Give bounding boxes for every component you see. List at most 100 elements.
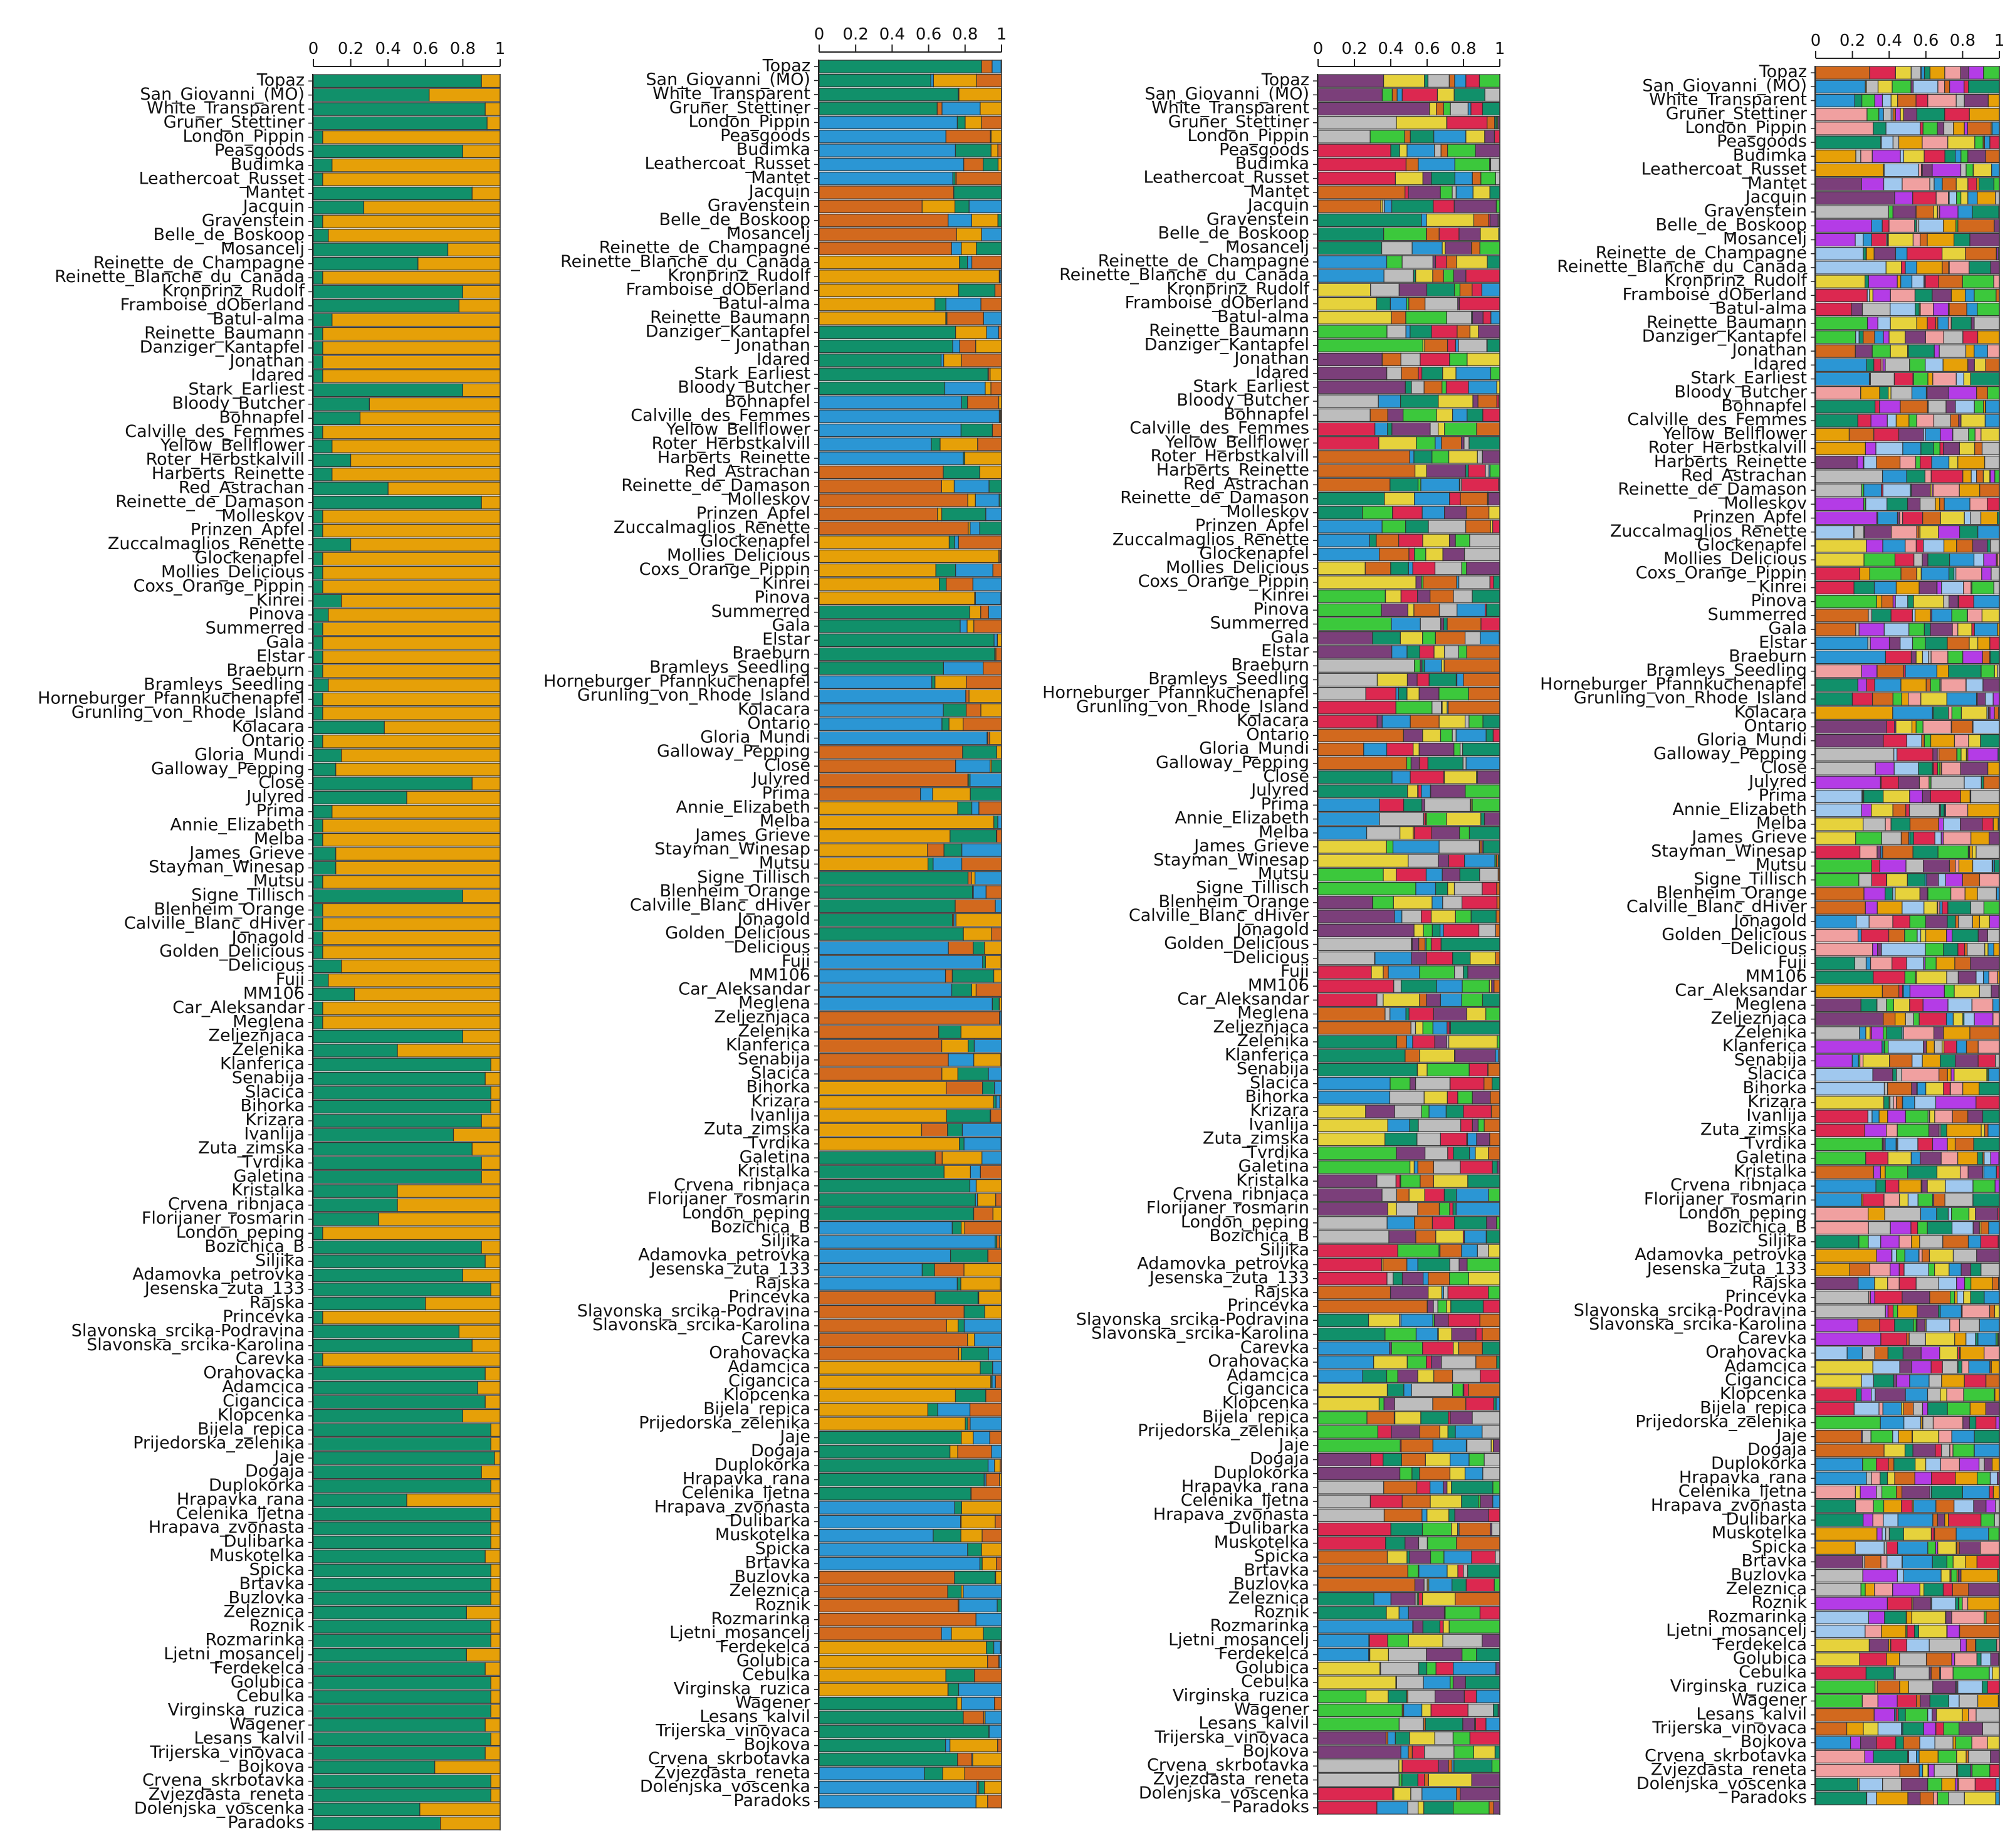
bar-segment (440, 1816, 501, 1830)
bar-segment (1930, 470, 1964, 483)
row-label: Senabija (738, 1049, 810, 1069)
bar-segment (1414, 659, 1421, 673)
bar-segment (1434, 1313, 1449, 1328)
bar-segment (1979, 1541, 2000, 1555)
bar-segment (1368, 1313, 1400, 1328)
row-label: Zelenika (232, 1040, 305, 1059)
bar-segment (1386, 325, 1406, 339)
bar-segment (997, 815, 1002, 829)
bar-segment (484, 1071, 501, 1086)
bar-segment (1317, 1494, 1371, 1508)
bar-segment (1362, 1369, 1388, 1383)
row-label: Kinrei (256, 591, 305, 610)
bar-segment (1941, 580, 1964, 595)
row-label: Rajska (1254, 1282, 1309, 1301)
panel-k8: 0 0.2 0.4 0.6 0.8 1TopazSan_Giovanni_(MO)Whit… (1042, 39, 1505, 1817)
bar-segment (994, 283, 1002, 298)
bar-segment (1970, 372, 2000, 386)
bar-segment (1434, 561, 1462, 575)
bar-segment (1489, 186, 1500, 199)
bar-segment (1427, 756, 1463, 770)
bar-segment (1905, 1708, 1929, 1722)
bar-segment (1876, 1736, 1897, 1750)
bar-segment (1885, 1165, 1908, 1179)
bar-segment (313, 917, 323, 931)
row-label: Yellow_Bellflower (160, 436, 305, 455)
bar-segment (971, 213, 998, 228)
bar-segment (397, 1044, 501, 1058)
bar-segment (313, 1184, 398, 1198)
row-label: Red_Astrachan (684, 462, 810, 481)
bar-segment (819, 1612, 976, 1627)
row-label: Braeburn (226, 661, 305, 680)
bar-segment (973, 941, 985, 955)
bar-segment (1950, 1291, 1955, 1305)
row-label: Duplokorka (714, 1455, 810, 1474)
row-label: Galetina (1736, 1148, 1807, 1167)
row-label: Carevka (236, 1349, 305, 1368)
bar-segment (1960, 1639, 1967, 1652)
bar-segment (1929, 1110, 1935, 1123)
bar-segment (1960, 706, 1987, 720)
bar-segment (1936, 1207, 1949, 1221)
bar-segment (1983, 1165, 1997, 1179)
bar-segment (1422, 1620, 1441, 1634)
bar-segment (1966, 1040, 1979, 1054)
bar-segment (1455, 1592, 1500, 1606)
bar-segment (1855, 330, 1860, 344)
bar-segment (313, 481, 389, 496)
bar-segment (1479, 1313, 1500, 1328)
bar-segment (1455, 1202, 1500, 1216)
row-label: Gloria_Mundi (700, 728, 810, 747)
bar-segment (1416, 1063, 1428, 1077)
bar-segment (985, 1473, 1000, 1487)
bar-segment (1317, 1188, 1383, 1202)
bar-segment (313, 1732, 491, 1746)
bar-segment (819, 130, 946, 144)
bar-segment (1956, 539, 1974, 553)
bar-segment (1982, 470, 1991, 483)
bar-segment (1917, 1081, 1927, 1096)
bar-segment (996, 829, 1002, 843)
bar-segment (1948, 706, 1952, 720)
bar-segment (322, 636, 501, 650)
bar-segment (1907, 594, 1914, 609)
bar-segment (1870, 1291, 1875, 1305)
bar-segment (1418, 366, 1423, 381)
bar-segment (1472, 171, 1482, 186)
bar-segment (1424, 1773, 1429, 1787)
bar-segment (1403, 728, 1423, 742)
bar-segment (1955, 149, 1962, 163)
bar-segment (1974, 1444, 2000, 1457)
row-label: Slavonska_srcika-Podravina (577, 1301, 810, 1321)
row-label: Leathercoat_Russet (1641, 160, 1807, 179)
bar-segment (1411, 381, 1425, 394)
bar-segment (1957, 622, 1972, 636)
bar-segment (995, 1515, 1002, 1529)
bar-segment (1815, 998, 1861, 1012)
bar-segment (1395, 171, 1423, 186)
bar-segment (1909, 915, 1927, 928)
bar-segment (1979, 984, 1992, 998)
bar-segment (968, 199, 1002, 214)
bar-segment (1954, 1291, 1958, 1305)
bar-segment (1926, 873, 1939, 887)
row-label: Yellow_Bellflower (1662, 424, 1808, 443)
bar-segment (332, 805, 501, 819)
row-label: Pinova (1254, 599, 1309, 619)
bar-segment (1432, 701, 1442, 715)
bar-segment (1906, 733, 1922, 748)
bar-segment (1876, 1249, 1892, 1263)
bar-segment (1898, 135, 1923, 149)
bar-segment (1461, 478, 1499, 492)
bar-segment (1915, 720, 1924, 734)
bar-segment (1948, 1513, 1982, 1527)
bar-segment (1383, 1397, 1395, 1411)
bar-segment (1949, 191, 1957, 205)
bar-segment (335, 861, 501, 875)
bar-segment (819, 605, 970, 619)
bar-segment (1933, 1193, 1945, 1207)
bar-segment (1410, 1021, 1416, 1035)
bar-segment (1938, 275, 1963, 288)
